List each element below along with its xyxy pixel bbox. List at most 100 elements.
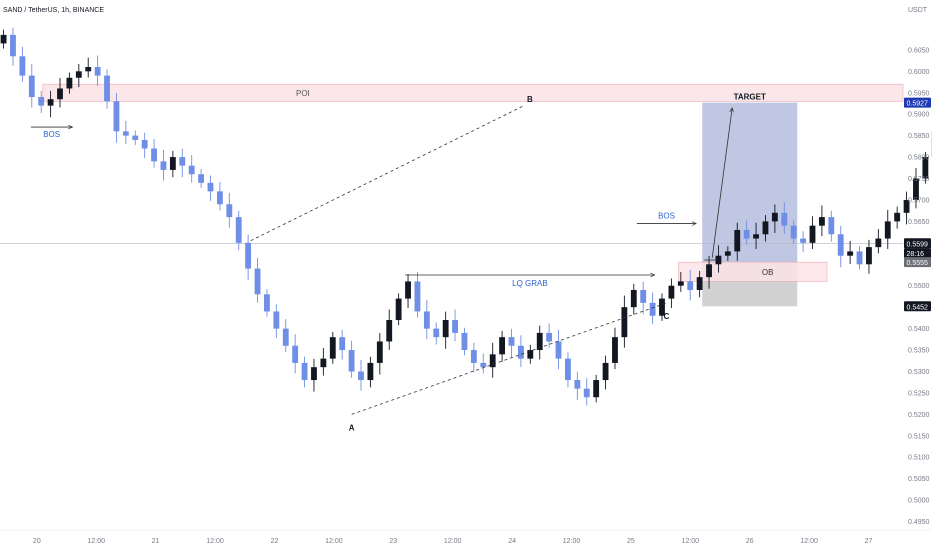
candle — [790, 220, 797, 244]
price-tag-label: 0.5452 — [907, 304, 929, 311]
candle — [386, 309, 393, 350]
candle-body — [38, 97, 45, 106]
price-tag: 0.5452 — [904, 301, 931, 312]
candle — [894, 206, 901, 229]
candle — [574, 371, 581, 401]
candle — [884, 209, 891, 250]
candle — [188, 155, 195, 183]
target-label: TARGET — [734, 93, 766, 102]
y-tick-label: 0.5950 — [908, 90, 930, 97]
candle-body — [696, 277, 703, 291]
candle-body — [640, 290, 647, 303]
candle-body — [235, 217, 242, 243]
candle — [696, 270, 703, 298]
candle-body — [452, 320, 458, 333]
candle — [207, 175, 214, 201]
y-tick-label: 0.5250 — [908, 390, 930, 397]
candle-body — [339, 337, 346, 351]
candle-body — [771, 212, 778, 222]
y-tick-label: 0.5200 — [908, 412, 930, 419]
candle — [743, 220, 750, 245]
candle-body — [602, 362, 609, 381]
y-tick-label: 0.4950 — [908, 519, 930, 526]
candle — [800, 231, 807, 253]
candle — [442, 311, 449, 349]
candle — [235, 210, 242, 251]
candle — [612, 327, 618, 370]
candle — [762, 215, 769, 242]
candle — [922, 151, 929, 184]
x-tick-label: 12:00 — [206, 538, 224, 545]
candle-body — [198, 174, 205, 183]
candle — [687, 269, 694, 301]
candle-body — [555, 341, 562, 359]
candle — [75, 64, 82, 88]
candle — [677, 271, 684, 292]
annotations-layer: POI OB A B C BOS BOS LQ GRAB TARGET — [30, 89, 773, 433]
candle-body — [649, 302, 656, 316]
candle-body — [593, 380, 600, 398]
candle-body — [790, 225, 797, 239]
candle — [828, 210, 835, 242]
candle — [122, 120, 129, 144]
candle-body — [282, 328, 289, 346]
channel-upper-line — [250, 105, 525, 242]
point-label-b: B — [527, 95, 533, 104]
candle — [169, 150, 176, 178]
candle — [555, 329, 562, 370]
candle-body — [913, 178, 919, 200]
y-tick-label: 0.5750 — [908, 176, 930, 183]
price-axis[interactable]: 0.6050 0.6000 0.5950 0.5900 0.5850 0.5800 0.57… — [904, 47, 931, 526]
candle — [536, 325, 543, 360]
candle — [151, 139, 157, 168]
candle-body — [612, 337, 618, 363]
candle — [113, 92, 120, 143]
point-label-a: A — [349, 424, 355, 433]
candle-body — [546, 332, 553, 342]
x-tick-label: 20 — [33, 538, 41, 545]
candle-body — [565, 358, 571, 381]
candle-body — [903, 199, 910, 213]
candle — [565, 352, 571, 388]
candle-body — [75, 71, 82, 78]
x-tick-label: 12:00 — [87, 538, 105, 545]
candle — [367, 356, 374, 388]
candle — [10, 27, 16, 66]
candle — [668, 278, 675, 309]
candle-body — [104, 75, 110, 102]
candle-body — [414, 281, 421, 312]
candle-body — [85, 67, 92, 72]
candle — [348, 340, 355, 378]
candle-body — [800, 238, 807, 243]
candle-body — [207, 182, 214, 192]
candle — [818, 205, 825, 237]
candle — [593, 374, 600, 403]
candle-body — [875, 238, 882, 248]
candle-body — [809, 225, 816, 243]
candle — [499, 330, 506, 362]
candle-body — [677, 281, 684, 286]
candle-body — [94, 67, 101, 76]
candle — [423, 299, 430, 340]
price-tag-label: 0.5927 — [907, 101, 929, 108]
candle — [282, 319, 289, 352]
candle-body — [66, 77, 73, 89]
time-axis[interactable]: 20 12:00 21 12:00 22 12:00 23 12:00 24 12:00 25 12:… — [0, 529, 932, 545]
candle — [517, 335, 524, 367]
candle-body — [264, 294, 270, 312]
price-tag-bg — [904, 301, 931, 312]
candle-body — [621, 307, 628, 338]
candle-body — [630, 290, 637, 308]
candle — [405, 274, 411, 309]
candle-body — [160, 161, 167, 170]
ob-zone — [678, 261, 828, 282]
candle-body — [734, 229, 741, 252]
candle — [66, 72, 73, 94]
candle-body — [461, 332, 468, 351]
candle — [866, 239, 872, 274]
y-tick-label: 0.6000 — [908, 69, 930, 76]
y-tick-label: 0.5800 — [908, 155, 930, 162]
candle-body — [527, 350, 534, 359]
candle — [376, 333, 383, 375]
